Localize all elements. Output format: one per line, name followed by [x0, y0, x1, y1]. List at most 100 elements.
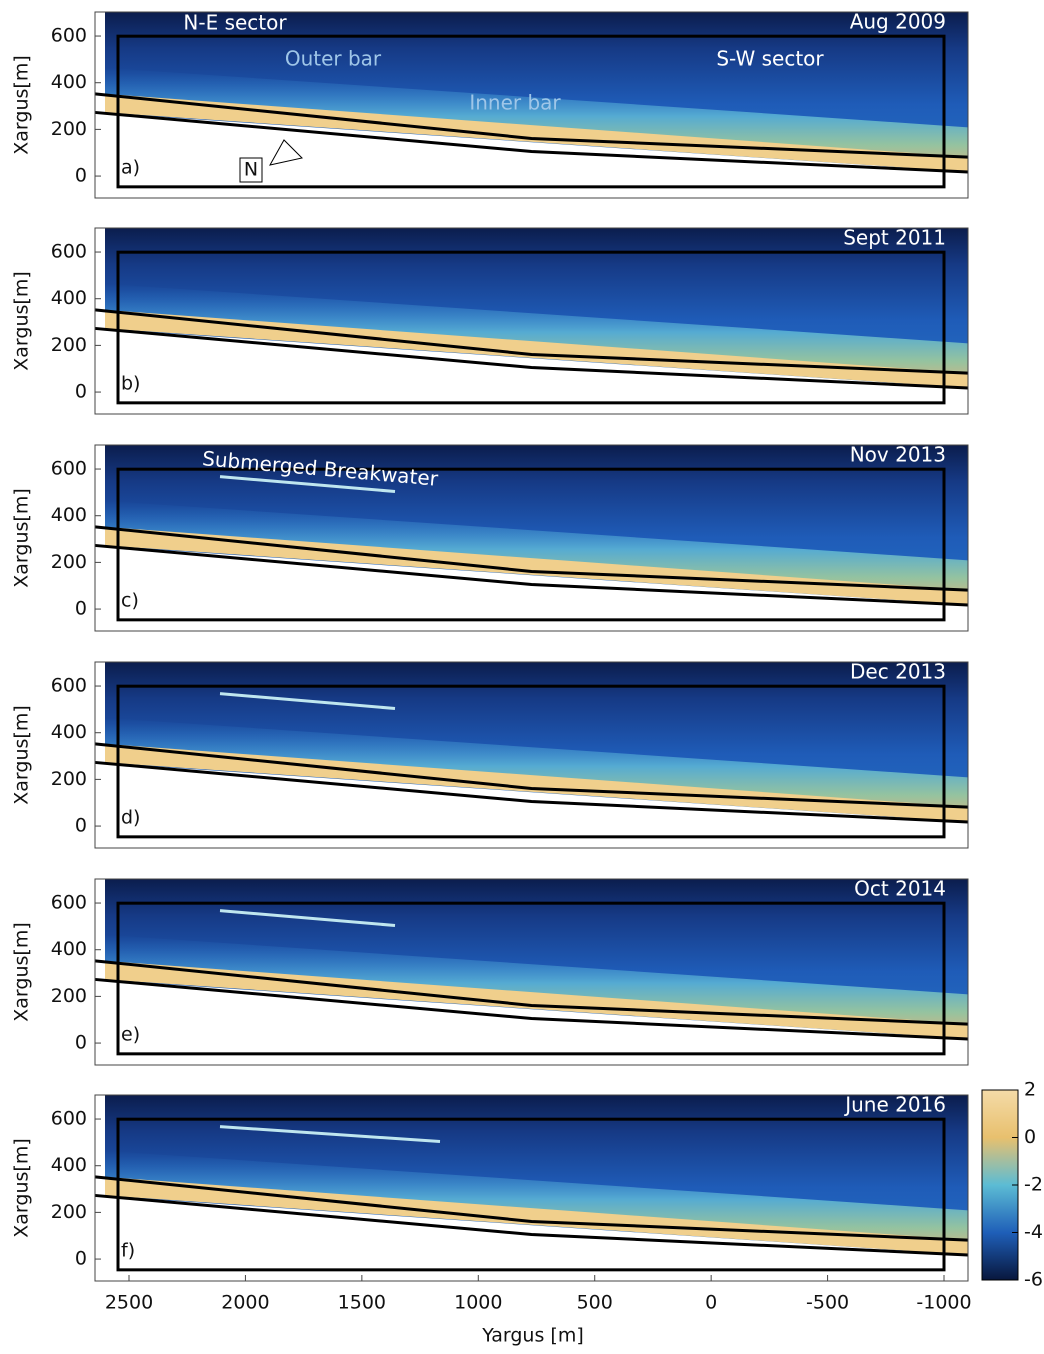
y-tick-label: 0 — [75, 598, 87, 620]
panel-label: a) — [121, 157, 140, 179]
breakwater — [219, 1125, 441, 1143]
y-axis-label: Xargus[m] — [11, 1138, 33, 1237]
shoreline — [94, 110, 969, 174]
land — [95, 328, 968, 414]
study-box — [116, 34, 946, 189]
x-tick-label: 1000 — [454, 1292, 502, 1314]
shoreline — [94, 543, 969, 607]
bathymetry-panel — [94, 1095, 969, 1281]
y-tick-label: 600 — [51, 675, 87, 697]
y-tick-label: 200 — [51, 551, 87, 573]
panel-date: Dec 2013 — [850, 660, 946, 684]
y-tick-label: 400 — [51, 721, 87, 743]
beach — [105, 1176, 968, 1255]
y-axis-label: Xargus[m] — [11, 488, 33, 587]
north-box — [239, 157, 263, 183]
shoreline — [94, 308, 969, 375]
axes-frame — [94, 444, 969, 632]
bathymetry-panel — [94, 228, 969, 414]
y-tick-label: 200 — [51, 985, 87, 1007]
y-tick-label: 200 — [51, 118, 87, 140]
y-axis-label: Xargus[m] — [11, 922, 33, 1021]
north-arrow — [269, 139, 304, 166]
annotation: N-E sector — [183, 11, 287, 35]
bar-zone — [105, 934, 968, 1032]
panel-date: Sept 2011 — [843, 226, 946, 250]
bar-zone — [105, 1150, 968, 1248]
colorbar-tick-label: 2 — [1024, 1079, 1036, 1101]
axes-frame — [94, 1094, 969, 1282]
y-tick-label: 600 — [51, 892, 87, 914]
colorbar-tick-label: -2 — [1024, 1174, 1043, 1196]
axes-frame — [94, 227, 969, 415]
y-tick-label: 0 — [75, 1248, 87, 1270]
land — [95, 112, 968, 198]
breakwater — [219, 692, 396, 710]
shoreline — [94, 977, 969, 1041]
panel-date: Nov 2013 — [850, 443, 946, 467]
bar-zone — [105, 283, 968, 381]
shoreline — [94, 92, 969, 159]
y-tick-label: 0 — [75, 381, 87, 403]
y-tick-label: 400 — [51, 938, 87, 960]
x-tick-label: 2500 — [105, 1292, 153, 1314]
y-tick-label: 400 — [51, 71, 87, 93]
y-axis-label: Xargus[m] — [11, 705, 33, 804]
shoreline — [94, 525, 969, 592]
shoreline — [94, 1193, 969, 1257]
y-tick-label: 400 — [51, 287, 87, 309]
y-tick-label: 600 — [51, 458, 87, 480]
axes-frame — [94, 878, 969, 1066]
y-tick-label: 0 — [75, 815, 87, 837]
colorbar-tick-label: -4 — [1024, 1221, 1043, 1243]
y-tick-label: 400 — [51, 1154, 87, 1176]
panel-label: c) — [121, 590, 139, 612]
beach — [105, 526, 968, 605]
panel-date: June 2016 — [843, 1093, 946, 1117]
panel-label: e) — [121, 1024, 140, 1046]
shoreline — [94, 1175, 969, 1242]
colorbar-tick-label: -6 — [1024, 1269, 1043, 1291]
y-axis-label: Xargus[m] — [11, 55, 33, 154]
y-tick-label: 200 — [51, 768, 87, 790]
x-tick-label: -1000 — [916, 1292, 971, 1314]
x-tick-label: 500 — [577, 1292, 613, 1314]
bathymetry-panel — [94, 662, 969, 848]
axes-frame — [94, 11, 969, 199]
x-tick-label: 2000 — [221, 1292, 269, 1314]
annotation: Inner bar — [469, 91, 561, 115]
beach — [105, 743, 968, 822]
y-tick-label: 0 — [75, 165, 87, 187]
y-tick-label: 600 — [51, 25, 87, 47]
study-box — [116, 1117, 946, 1272]
breakwater — [219, 909, 396, 927]
shoreline — [94, 742, 969, 809]
bathymetry-panel — [94, 445, 969, 631]
beach — [105, 960, 968, 1039]
shoreline — [94, 326, 969, 390]
land — [95, 762, 968, 848]
panel-date: Oct 2014 — [854, 877, 946, 901]
annotation: N — [244, 159, 258, 181]
axes-frame — [94, 661, 969, 849]
y-tick-label: 200 — [51, 1201, 87, 1223]
land — [95, 545, 968, 631]
study-box — [116, 684, 946, 839]
study-box — [116, 250, 946, 405]
beach — [105, 93, 968, 172]
shoreline — [94, 959, 969, 1026]
study-box — [116, 467, 946, 622]
land — [95, 979, 968, 1065]
y-tick-label: 600 — [51, 241, 87, 263]
y-tick-label: 400 — [51, 504, 87, 526]
colorbar-tick-label: 0 — [1024, 1126, 1036, 1148]
bar-zone — [105, 67, 968, 165]
x-tick-label: 1500 — [338, 1292, 386, 1314]
bar-zone — [105, 717, 968, 815]
annotation: S-W sector — [716, 47, 824, 71]
beach — [105, 309, 968, 388]
breakwater — [219, 475, 396, 493]
annotation: Outer bar — [285, 47, 382, 71]
panel-date: Aug 2009 — [850, 10, 946, 34]
